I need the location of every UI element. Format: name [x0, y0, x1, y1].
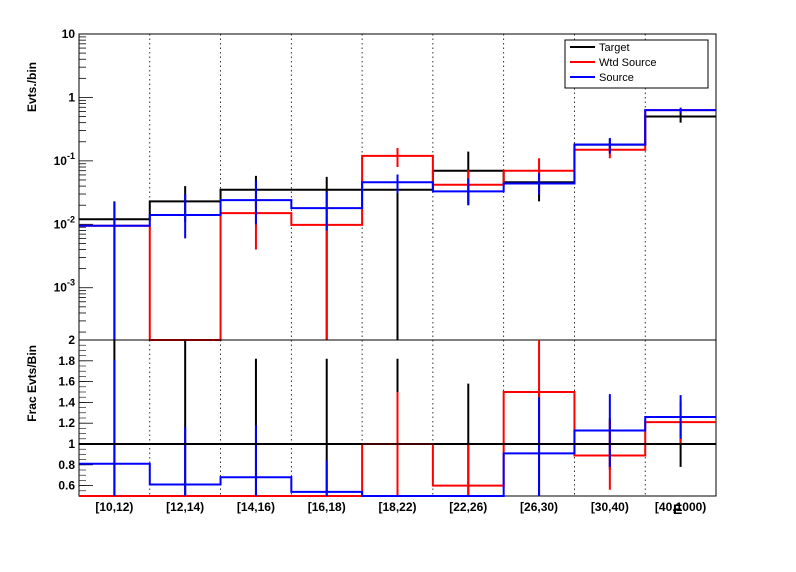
series-step-line — [79, 391, 716, 497]
bottom-y-axis-label: Frac Evts/Bin — [25, 345, 39, 422]
legend-label-wtd-source: Wtd Source — [599, 57, 656, 69]
y-tick-label: 1.8 — [58, 354, 75, 368]
y-tick-label: 0.6 — [58, 479, 75, 493]
y-tick-label: 1.2 — [58, 416, 75, 430]
legend-entry-target: Target — [570, 42, 630, 54]
x-tick-label: [26,30) — [520, 500, 558, 514]
y-tick-label: 1 — [68, 90, 75, 104]
y-tick-label: 1.4 — [58, 395, 75, 409]
x-tick-label: [40,1000) — [655, 500, 706, 514]
bottom-panel: 2 1.8 1.6 1.4 1.2 1 0.8 0.6 Frac Evts/Bin [10,1… — [25, 333, 717, 517]
x-tick-label: [12,14) — [166, 500, 204, 514]
x-axis: [10,12) [12,14) [14,16) [16,18) [18,22) [22,2… — [95, 500, 706, 514]
legend: Target Wtd Source Source — [564, 39, 709, 89]
x-tick-label: [18,22) — [378, 500, 416, 514]
y-tick-label: 1 — [68, 437, 75, 451]
x-tick-label: [30,40) — [591, 500, 629, 514]
legend-entry-source: Source — [570, 72, 634, 84]
legend-label-target: Target — [599, 42, 630, 54]
series-step-line — [79, 415, 716, 497]
legend-label-source: Source — [599, 72, 634, 84]
y-tick-label: 10 — [62, 27, 76, 41]
x-axis-label: E — [673, 501, 682, 517]
legend-box — [564, 39, 709, 89]
x-tick-label: [10,12) — [95, 500, 133, 514]
x-tick-label: [22,26) — [449, 500, 487, 514]
y-tick-label: 1.6 — [58, 375, 75, 389]
top-y-axis-label: Evts./bin — [25, 62, 39, 112]
legend-entry-wtd-source: Wtd Source — [570, 57, 656, 69]
y-tick-label: 0.8 — [58, 458, 75, 472]
x-tick-label: [16,18) — [308, 500, 346, 514]
x-tick-label: [14,16) — [237, 500, 275, 514]
y-tick-label: 2 — [68, 333, 75, 347]
